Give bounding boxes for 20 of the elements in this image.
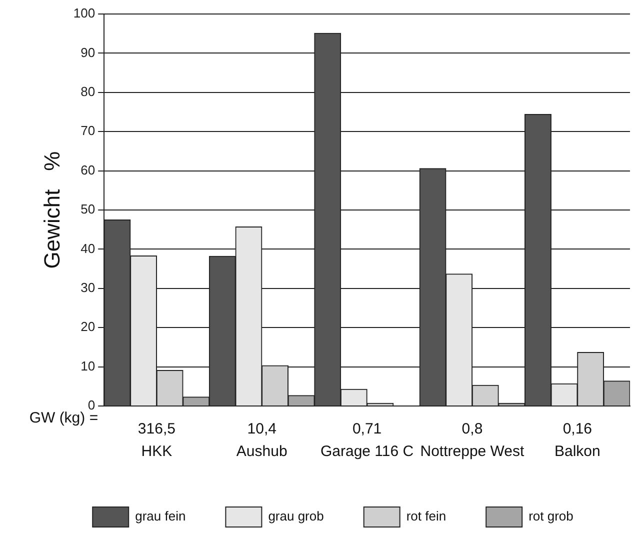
y-tick-label: 10 — [80, 358, 96, 374]
x-tick-label: 0,71 Garage 116 C — [320, 420, 414, 460]
x-tick-label: 0,8 Nottreppe West — [420, 420, 526, 460]
y-tick-label: 90 — [80, 44, 96, 60]
x-tick-label: 10,4 Aushub — [236, 420, 288, 460]
y-axis-title: Gewicht % — [39, 151, 64, 269]
legend-label: grau fein — [135, 508, 186, 524]
y-tick-label: 60 — [80, 162, 96, 178]
y-tick-label: 80 — [80, 84, 96, 99]
x-tick-label: 316,5 HKK — [138, 420, 176, 460]
legend-label: rot fein — [406, 508, 446, 524]
x-tick-label: 0,16 Balkon — [554, 420, 600, 460]
legend-label: rot grob — [528, 508, 574, 524]
y-tick-label: 40 — [80, 240, 96, 256]
y-tick-label: 100 — [73, 6, 96, 21]
legend-label: grau grob — [268, 508, 324, 524]
y-tick-label: 30 — [80, 280, 96, 295]
y-tick-label: 50 — [80, 202, 96, 217]
y-tick-label: 20 — [80, 319, 96, 334]
y-tick-label: 70 — [80, 123, 96, 138]
